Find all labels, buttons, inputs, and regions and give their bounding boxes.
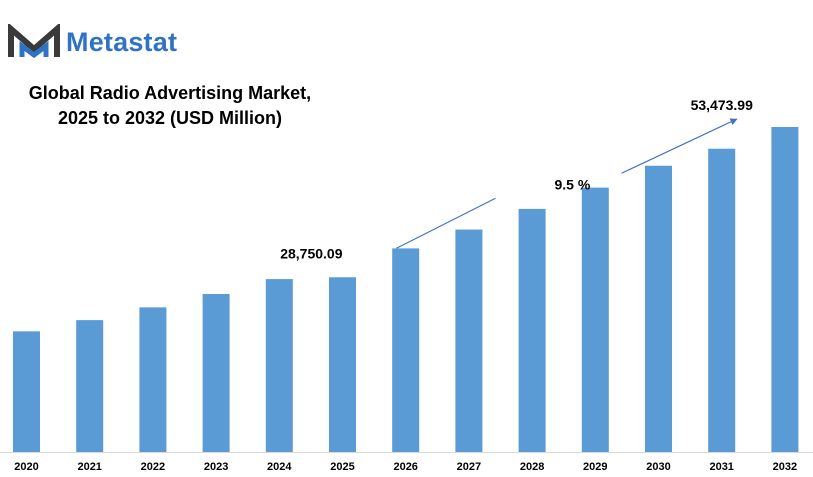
brand-name: Metastat xyxy=(66,26,178,57)
x-tick-label-2027: 2027 xyxy=(457,461,481,473)
bar-2029 xyxy=(581,187,609,452)
x-tick-label-2020: 2020 xyxy=(14,461,38,473)
x-tick-label-2023: 2023 xyxy=(204,461,228,473)
x-tick-label-2021: 2021 xyxy=(77,461,101,473)
x-tick-label-2028: 2028 xyxy=(520,461,544,473)
chart-title-line-2: 2025 to 2032 (USD Million) xyxy=(57,108,283,128)
x-tick-label-2031: 2031 xyxy=(709,461,733,473)
chart-title-line-1: Global Radio Advertising Market, xyxy=(28,83,312,103)
chart-title: Global Radio Advertising Market, 2025 to… xyxy=(0,81,340,131)
bar-2025 xyxy=(329,277,356,452)
bar-2023 xyxy=(202,293,230,452)
bar-2026 xyxy=(392,248,420,452)
x-tick-label-2022: 2022 xyxy=(141,461,165,473)
bar-2020 xyxy=(13,331,40,452)
x-tick-label-2032: 2032 xyxy=(773,461,797,473)
bar-2021 xyxy=(76,320,104,452)
bar-2028 xyxy=(518,208,546,452)
cagr-label: 9.5 % xyxy=(555,176,591,192)
data-label-2032: 53,473.99 xyxy=(691,97,753,113)
bar-2032 xyxy=(771,127,799,452)
x-tick-label-2026: 2026 xyxy=(393,461,417,473)
trend-line-start xyxy=(396,197,496,249)
bar-2027 xyxy=(455,229,483,452)
bar-2024 xyxy=(265,279,293,452)
metastat-logo-icon xyxy=(8,24,60,59)
x-tick-label-2030: 2030 xyxy=(646,461,670,473)
bar-2022 xyxy=(139,307,167,452)
logo: Metastat xyxy=(8,22,177,62)
x-tick-label-2024: 2024 xyxy=(267,461,292,473)
trend-arrow xyxy=(621,118,738,174)
data-label-2025: 28,750.09 xyxy=(280,245,342,261)
x-tick-label-2029: 2029 xyxy=(583,461,607,473)
bar-2031 xyxy=(708,148,736,452)
x-tick-label-2025: 2025 xyxy=(330,461,354,473)
bar-2030 xyxy=(645,165,672,453)
